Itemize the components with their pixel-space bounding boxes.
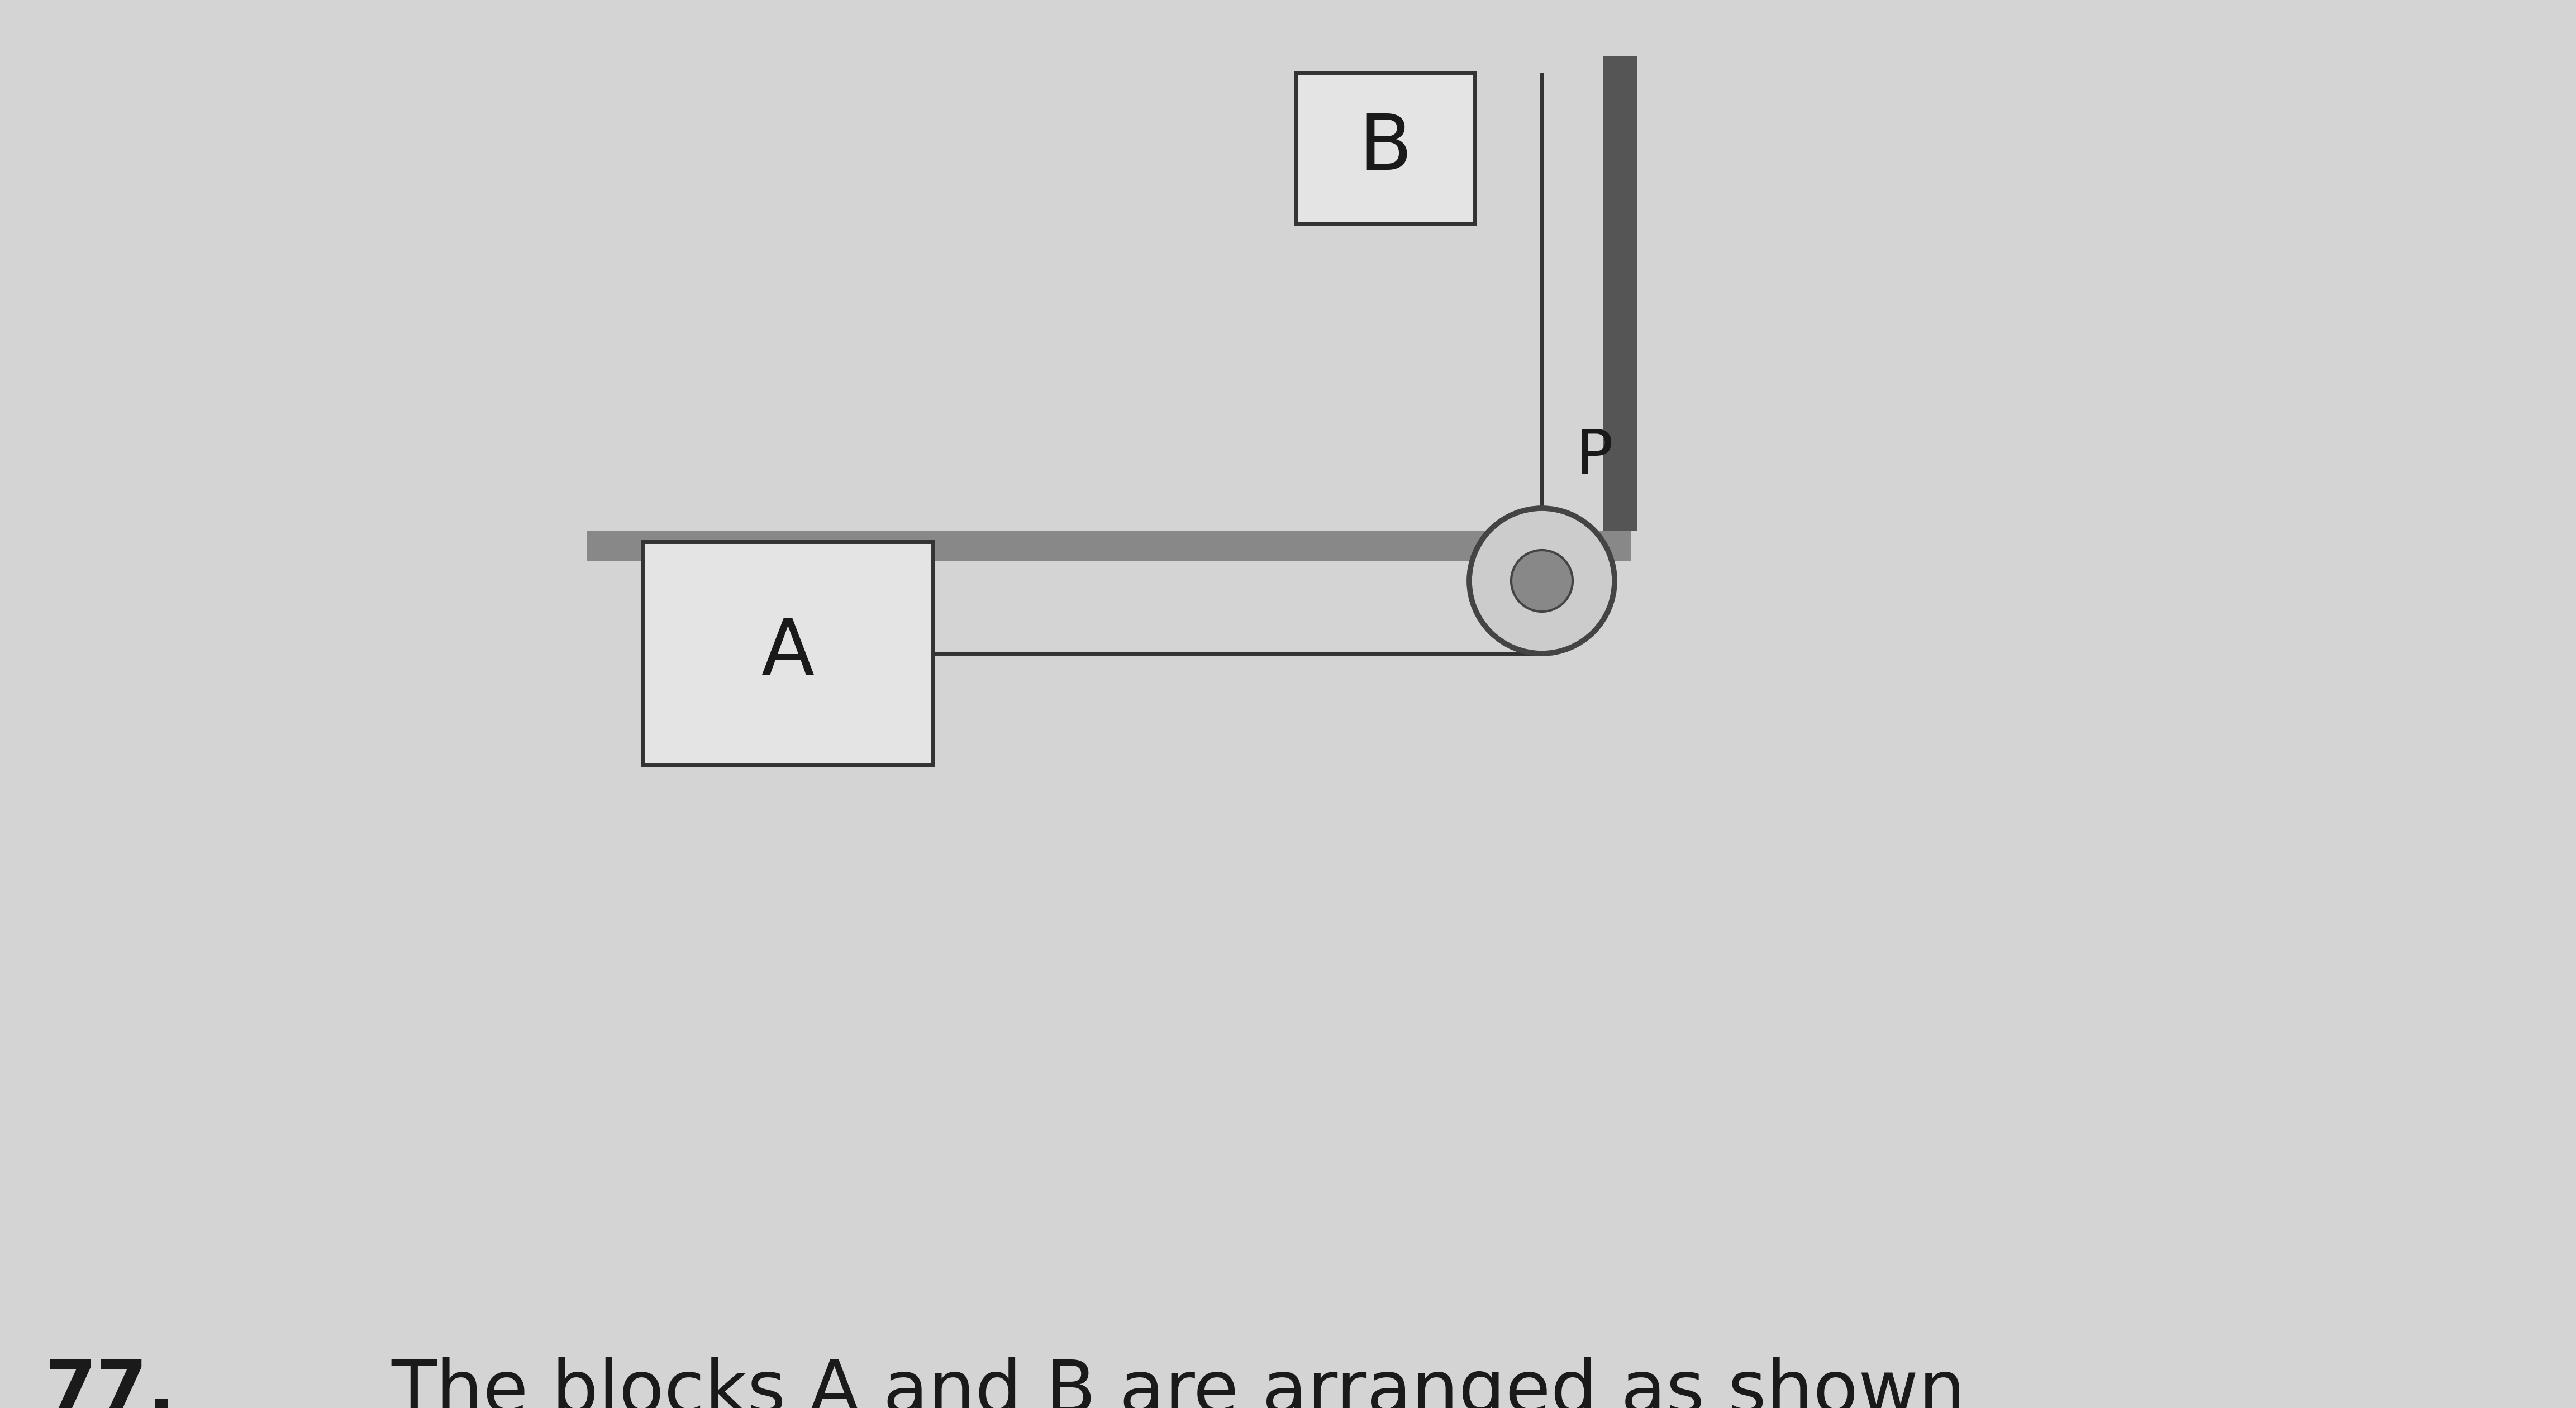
Text: A: A [760,615,814,691]
Circle shape [1512,551,1571,611]
Bar [1602,56,1636,531]
Bar [1296,73,1476,224]
Bar [587,531,1631,562]
Text: P: P [1577,427,1613,486]
Text: 77.: 77. [44,1357,175,1408]
Bar [641,542,933,765]
Text: B: B [1360,110,1412,186]
Text: The blocks A and B are arranged as shown: The blocks A and B are arranged as shown [392,1357,1965,1408]
Circle shape [1468,508,1615,653]
